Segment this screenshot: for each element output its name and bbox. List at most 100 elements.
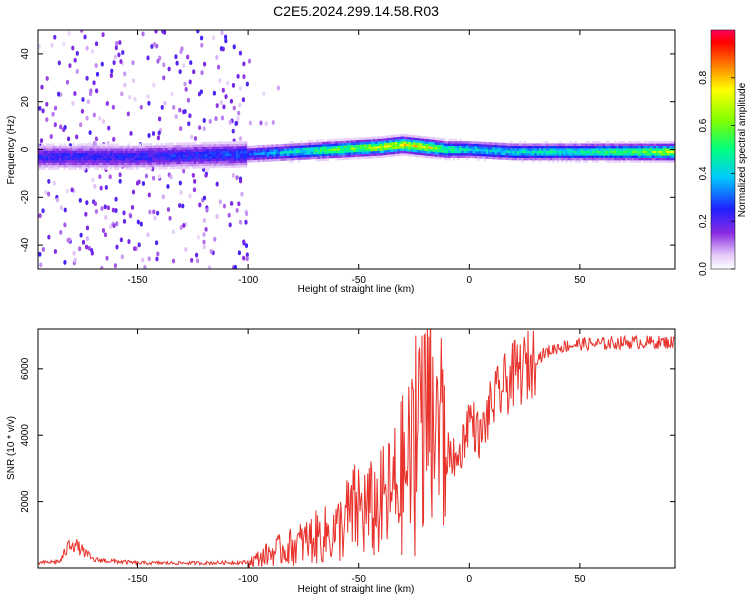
spectrogram-ridge-cell: [138, 164, 142, 168]
spectrogram-ridge-cell: [253, 145, 257, 149]
spectrogram-ridge-cell: [450, 155, 454, 158]
spectrogram-ridge-cell: [603, 152, 606, 156]
spectrogram-ridge-cell: [658, 155, 661, 158]
spectrogram-ridge-cell: [406, 134, 409, 137]
spectrogram-ridge-cell: [346, 142, 350, 146]
spectrogram-ridge-cell: [640, 145, 644, 149]
spectrogram-ridge-cell: [92, 164, 95, 168]
spectrogram-ridge-cell: [169, 149, 173, 153]
spectrogram-ridge-cell: [92, 162, 95, 166]
spectrogram-ridge-cell: [300, 147, 303, 151]
spectrogram-ridge-cell: [673, 143, 675, 147]
spectrogram-ridge-cell: [443, 140, 447, 144]
spectrogram-ridge-cell: [457, 141, 460, 144]
spectrogram-ridge-cell: [67, 162, 71, 166]
spectrogram-ridge-cell: [410, 149, 414, 152]
spectrogram-noise-cell: [184, 222, 188, 227]
spectrogram-ridge-cell: [415, 147, 418, 150]
spectrogram-ridge-cell: [611, 157, 615, 161]
spectrogram-ridge-cell: [596, 145, 599, 149]
spectrogram-ridge-cell: [538, 148, 542, 151]
spectrogram-ridge-cell: [518, 152, 522, 156]
spectrogram-ridge-cell: [507, 157, 511, 161]
spectrogram-ridge-cell: [423, 148, 427, 151]
spectrogram-ridge-cell: [459, 141, 462, 144]
spectrogram-noise-cell: [121, 50, 125, 55]
spectrogram-noise-cell: [107, 125, 111, 131]
spectrogram-ridge-cell: [324, 148, 327, 152]
spectrogram-ridge-cell: [52, 152, 55, 156]
spectrogram-noise-cell: [63, 207, 67, 213]
spectrogram-ridge-cell: [618, 143, 622, 147]
spectrogram-noise-cell: [215, 214, 219, 219]
spectrogram-ridge-cell: [300, 140, 303, 144]
spectrogram-ridge-cell: [578, 152, 582, 156]
spectrogram-ridge-cell: [430, 141, 434, 145]
spectrogram-ridge-cell: [125, 164, 128, 168]
spectrogram-ridge-cell: [660, 152, 664, 156]
spectrogram-ridge-cell: [72, 150, 75, 154]
spectrogram-ridge-cell: [249, 155, 252, 158]
spectrogram-ridge-cell: [326, 139, 330, 142]
spectrogram-ridge-cell: [76, 162, 80, 166]
spectrogram-noise-cell: [67, 136, 71, 142]
spectrogram-ridge-cell: [218, 144, 221, 147]
spectrogram-ridge-cell: [94, 160, 97, 163]
spectrogram-ridge-cell: [134, 145, 137, 149]
spectrogram-ridge-cell: [52, 157, 55, 161]
colorbar-gradient: [711, 30, 735, 269]
spectrogram-ridge-cell: [649, 148, 653, 151]
spectrogram-ridge-cell: [291, 141, 294, 144]
spectrogram-ridge-cell: [355, 154, 358, 157]
spectrogram-ridge-cell: [277, 144, 281, 147]
spectrogram-ridge-cell: [269, 144, 272, 148]
spectrogram-ridge-cell: [180, 159, 184, 162]
spectrogram-ridge-cell: [244, 162, 248, 166]
spectrogram-ridge-cell: [222, 165, 226, 169]
spectrogram-ridge-cell: [335, 138, 338, 142]
spectrogram-ridge-cell: [136, 162, 139, 166]
spectrogram-ridge-cell: [58, 148, 62, 151]
spectrogram-ridge-cell: [85, 152, 89, 156]
spectrogram-noise-cell: [95, 71, 100, 77]
spectrogram-ridge-cell: [412, 154, 416, 157]
spectrogram-ridge-cell: [629, 143, 633, 147]
spectrogram-noise-cell: [220, 30, 224, 36]
spectrogram-noise-cell: [153, 215, 157, 221]
spectrogram-ridge-cell: [556, 143, 560, 147]
spectrogram-ridge-cell: [629, 157, 633, 161]
spectrogram-ridge-cell: [534, 148, 538, 151]
spectrogram-ridge-cell: [333, 145, 336, 149]
spectrogram-ridge-cell: [375, 155, 378, 159]
spectrogram-ridge-cell: [594, 160, 597, 163]
spectrogram-ridge-cell: [523, 141, 526, 144]
spectrogram-ridge-cell: [645, 150, 648, 154]
spectrogram-noise-cell: [94, 63, 98, 68]
spectrogram-ridge-cell: [603, 148, 606, 151]
spectrogram-ridge-cell: [253, 150, 257, 153]
spectrogram-noise-cell: [126, 111, 130, 117]
spectrogram-ridge-cell: [125, 148, 128, 151]
spectrogram-ridge-cell: [527, 145, 531, 149]
spectrogram-ridge-cell: [667, 150, 670, 154]
spectrogram-ridge-cell: [227, 143, 230, 147]
spectrogram-ridge-cell: [120, 150, 124, 154]
spectrogram-ridge-cell: [578, 145, 582, 149]
spectrogram-ridge-cell: [277, 158, 281, 162]
spectrogram-ridge-cell: [167, 149, 170, 153]
spectrogram-ridge-cell: [521, 155, 524, 158]
spectrogram-ridge-cell: [483, 151, 487, 155]
spectrogram-ridge-cell: [293, 152, 296, 156]
spectrogram-ridge-cell: [388, 154, 392, 158]
spectrogram-ridge-cell: [326, 151, 330, 154]
spectrogram-ridge-cell: [326, 143, 330, 147]
spectrogram-ridge-cell: [335, 148, 338, 151]
spectrogram-ridge-cell: [171, 166, 175, 170]
spectrogram-ridge-cell: [116, 155, 120, 158]
spectrogram-ridge-cell: [319, 151, 323, 155]
spectrogram-ridge-cell: [348, 147, 352, 151]
spectrogram-ridge-cell: [671, 155, 675, 158]
spectrogram-noise-cell: [133, 96, 137, 102]
spectrogram-ridge-cell: [552, 143, 555, 147]
spectrogram-ridge-cell: [488, 146, 491, 150]
